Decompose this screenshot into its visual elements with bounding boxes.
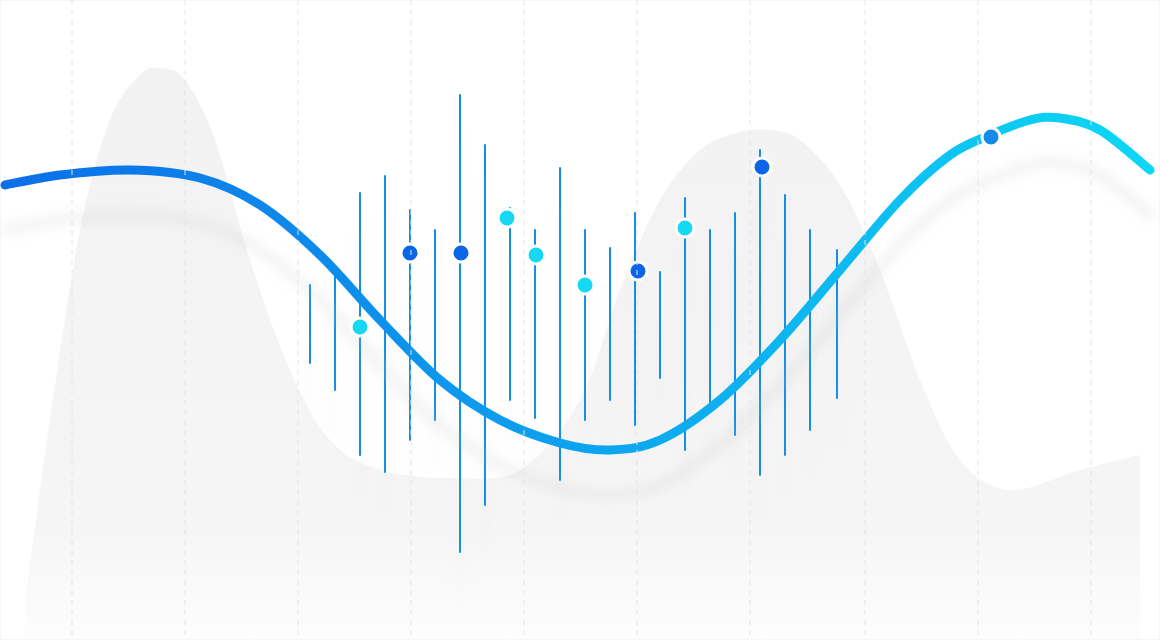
range-bar (459, 95, 461, 552)
point (527, 246, 545, 264)
range-bar (734, 213, 736, 435)
grid-line (637, 0, 638, 640)
point (629, 262, 647, 280)
grid-line (72, 0, 73, 640)
grid-line (411, 0, 412, 640)
range-bar (484, 145, 486, 505)
range-bar (759, 150, 761, 475)
range-bar (434, 230, 436, 420)
point (401, 244, 419, 262)
grid-line (750, 0, 751, 640)
grid-line (524, 0, 525, 640)
area (25, 68, 1140, 640)
range-bar (659, 272, 661, 378)
range-bar (634, 213, 636, 425)
range-bar (309, 285, 311, 363)
range-bar (334, 268, 336, 390)
grid-line (1091, 0, 1092, 640)
plot-frame (1, 1, 1160, 640)
range-bar (559, 168, 561, 480)
chart (0, 0, 1160, 640)
grid-line (185, 0, 186, 640)
grid-line (865, 0, 866, 640)
grid-line (298, 0, 299, 640)
page: {"chart_data": {"type": "line", "xlim": … (0, 0, 1160, 640)
range-bar (784, 195, 786, 455)
point (452, 244, 470, 262)
point (351, 318, 369, 336)
range-bar (709, 230, 711, 410)
point (576, 276, 594, 294)
point (753, 158, 771, 176)
point (676, 219, 694, 237)
point (498, 209, 516, 227)
grid (72, 0, 1091, 640)
range-bar (809, 230, 811, 430)
grid-line (978, 0, 979, 640)
range-bar (584, 230, 586, 420)
point (982, 128, 1000, 146)
range-bar (609, 248, 611, 400)
range-bar (509, 208, 511, 400)
